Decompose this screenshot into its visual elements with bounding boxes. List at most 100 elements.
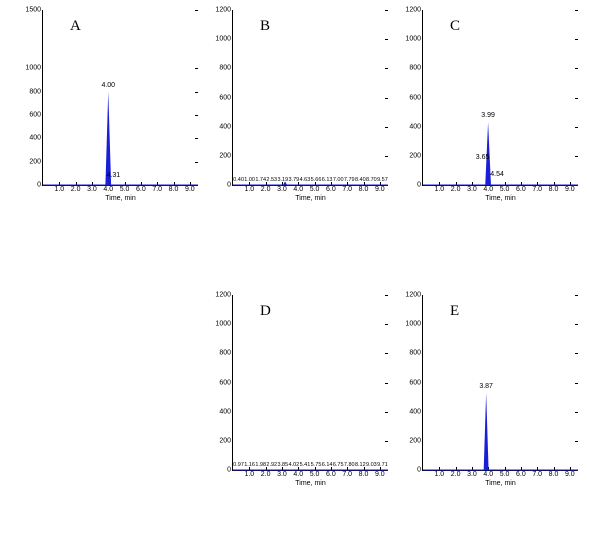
xtick-label: 7.0 xyxy=(532,185,542,193)
xtick-label: 3.0 xyxy=(87,185,97,193)
ytick-label: 600 xyxy=(409,94,423,101)
ytick-label: 800 xyxy=(219,65,233,72)
xtick-label: 3.0 xyxy=(467,470,477,478)
ytick-label: 1500 xyxy=(25,7,43,14)
x-axis-label: Time, min xyxy=(295,480,325,487)
ytick-label: 200 xyxy=(219,437,233,444)
baseline-annotation: 8.12 xyxy=(355,462,366,468)
xtick-label: 8.0 xyxy=(169,185,179,193)
baseline-annotation: 3.19 xyxy=(277,177,288,183)
baseline-annotation: 9.03 xyxy=(366,462,377,468)
xtick-label: 3.0 xyxy=(467,185,477,193)
baseline-annotation: 7.79 xyxy=(344,177,355,183)
ytick-label: 800 xyxy=(409,65,423,72)
xtick-label: 5.0 xyxy=(500,470,510,478)
ytick-label: 400 xyxy=(219,408,233,415)
xtick-label: 1.0 xyxy=(244,185,254,193)
ytick-label: 600 xyxy=(409,379,423,386)
plot-area: 0200400600800100012001.02.03.04.05.06.07… xyxy=(422,295,578,471)
ytick-label: 1200 xyxy=(405,292,423,299)
baseline-annotation: 7.80 xyxy=(344,462,355,468)
peak-annotation: 3.65 xyxy=(476,154,490,161)
ytick-label: 1200 xyxy=(215,7,233,14)
baseline-annotation: 1.98 xyxy=(255,462,266,468)
xtick-label: 5.0 xyxy=(500,185,510,193)
ytick-label: 1200 xyxy=(405,7,423,14)
plot-area: 0200400600800100012001.02.03.04.05.06.07… xyxy=(232,295,388,471)
plot-area: 0200400600800100012001.02.03.04.05.06.07… xyxy=(422,10,578,186)
xtick-label: 9.0 xyxy=(565,470,575,478)
x-axis-label: Time, min xyxy=(485,195,515,202)
xtick-label: 1.0 xyxy=(434,470,444,478)
xtick-label: 4.0 xyxy=(293,470,303,478)
plot-area: 0200400600800100012001.02.03.04.05.06.07… xyxy=(232,10,388,186)
plot-area: 0200400600800100015001.02.03.04.05.06.07… xyxy=(42,10,198,186)
xtick-label: 9.0 xyxy=(185,185,195,193)
xtick-label: 2.0 xyxy=(451,470,461,478)
baseline-annotation: 9.57 xyxy=(377,177,388,183)
ytick-label: 200 xyxy=(409,437,423,444)
xtick-label: 7.0 xyxy=(152,185,162,193)
baseline-annotation: 5.75 xyxy=(311,462,322,468)
xtick-label: 2.0 xyxy=(451,185,461,193)
chromatogram xyxy=(423,295,578,470)
baseline-annotation: 1.74 xyxy=(255,177,266,183)
baseline-annotation: 6.13 xyxy=(322,177,333,183)
ytick-label: 1000 xyxy=(405,321,423,328)
xtick-label: 8.0 xyxy=(549,185,559,193)
xtick-label: 1.0 xyxy=(54,185,64,193)
xtick-label: 6.0 xyxy=(326,185,336,193)
xtick-label: 7.0 xyxy=(342,185,352,193)
xtick-label: 6.0 xyxy=(326,470,336,478)
baseline-annotation: 7.00 xyxy=(333,177,344,183)
panel-d: D0200400600800100012001.02.03.04.05.06.0… xyxy=(210,295,385,471)
ytick-label: 400 xyxy=(409,408,423,415)
baseline-annotation: 3.85 xyxy=(277,462,288,468)
chromatogram xyxy=(43,10,198,185)
ytick-label: 200 xyxy=(409,152,423,159)
ytick-label: 200 xyxy=(219,152,233,159)
xtick-label: 6.0 xyxy=(516,185,526,193)
ytick-label: 600 xyxy=(219,94,233,101)
ytick-label: 200 xyxy=(29,158,43,165)
xtick-label: 6.0 xyxy=(516,470,526,478)
baseline-annotation: 1.00 xyxy=(244,177,255,183)
ytick-label: 800 xyxy=(409,350,423,357)
baseline-annotation: 0.40 xyxy=(233,177,244,183)
xtick-label: 1.0 xyxy=(244,470,254,478)
baseline-annotation: 8.40 xyxy=(355,177,366,183)
x-axis-label: Time, min xyxy=(105,195,135,202)
xtick-label: 2.0 xyxy=(261,470,271,478)
xtick-label: 4.0 xyxy=(293,185,303,193)
xtick-label: 7.0 xyxy=(342,470,352,478)
xtick-label: 4.0 xyxy=(483,470,493,478)
xtick-label: 5.0 xyxy=(310,185,320,193)
xtick-label: 5.0 xyxy=(120,185,130,193)
panel-b: B0200400600800100012001.02.03.04.05.06.0… xyxy=(210,10,385,186)
xtick-label: 9.0 xyxy=(375,185,385,193)
ytick-label: 1000 xyxy=(25,65,43,72)
ytick-label: 600 xyxy=(219,379,233,386)
peak-annotation: 4.31 xyxy=(107,172,121,179)
panel-a: A0200400600800100015001.02.03.04.05.06.0… xyxy=(20,10,195,186)
xtick-label: 1.0 xyxy=(434,185,444,193)
baseline-annotation: 9.71 xyxy=(377,462,388,468)
xtick-label: 8.0 xyxy=(549,470,559,478)
xtick-label: 2.0 xyxy=(71,185,81,193)
xtick-label: 8.0 xyxy=(359,185,369,193)
xtick-label: 5.0 xyxy=(310,470,320,478)
ytick-label: 400 xyxy=(409,123,423,130)
x-axis-label: Time, min xyxy=(295,195,325,202)
xtick-label: 9.0 xyxy=(565,185,575,193)
x-axis-label: Time, min xyxy=(485,480,515,487)
xtick-label: 8.0 xyxy=(359,470,369,478)
ytick-label: 800 xyxy=(219,350,233,357)
baseline-annotation: 6.75 xyxy=(333,462,344,468)
ytick-label: 1200 xyxy=(215,292,233,299)
ytick-label: 800 xyxy=(29,88,43,95)
baseline-annotation: 6.14 xyxy=(322,462,333,468)
ytick-label: 400 xyxy=(219,123,233,130)
ytick-label: 1000 xyxy=(215,36,233,43)
baseline-annotation: 2.53 xyxy=(266,177,277,183)
baseline-annotation: 4.02 xyxy=(289,462,300,468)
